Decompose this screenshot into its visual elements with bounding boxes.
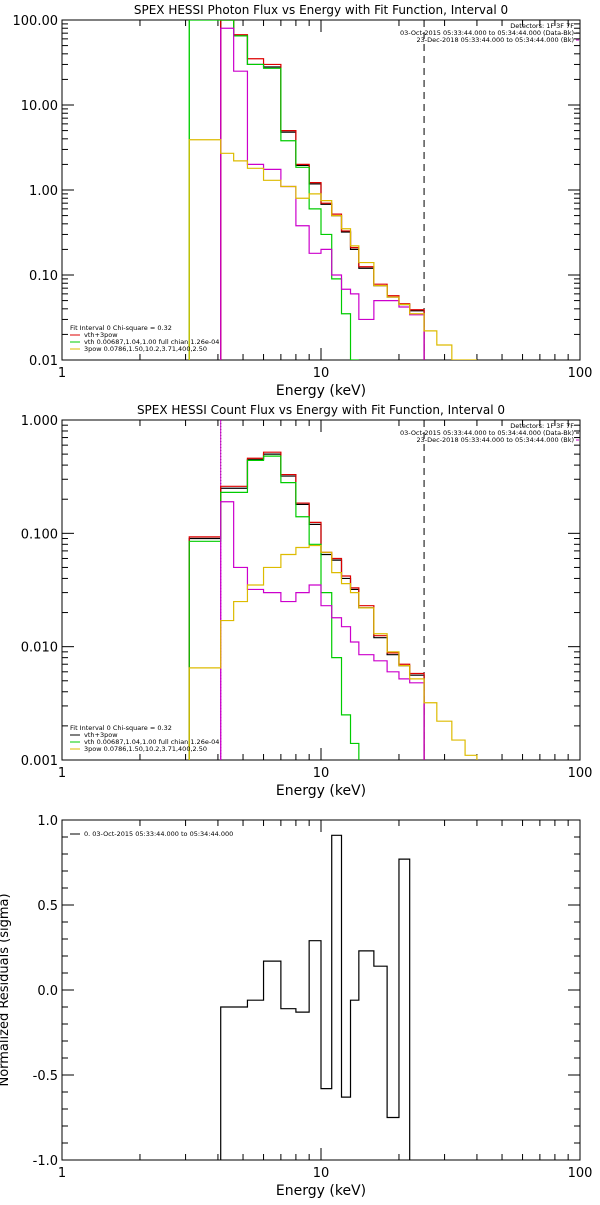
- series-step-line: [220, 20, 425, 360]
- plot-data: [188, 20, 477, 360]
- x-tick-label: 10: [313, 366, 330, 381]
- x-tick-label: 10: [313, 1166, 330, 1181]
- series-step-line: [220, 20, 425, 360]
- series-step-line: [188, 455, 360, 760]
- plot-data: [220, 834, 411, 1160]
- legend-entry: vth+3pow: [84, 731, 118, 739]
- legend-entry: 3pow 0.0786,1.50,10.2,3.71,400,2.50: [84, 745, 207, 753]
- x-tick-label: 100: [568, 766, 593, 781]
- x-tick-label: 1: [58, 1166, 66, 1181]
- series-step-line: [220, 834, 411, 1160]
- x-axis-label: Energy (keV): [276, 383, 366, 399]
- x-tick-label: 100: [568, 1166, 593, 1181]
- y-tick-label: 1.0: [37, 814, 58, 829]
- series-step-line: [188, 453, 425, 760]
- x-tick-label: 1: [58, 766, 66, 781]
- info-text-line: 03-Oct-2015 05:33:44.000 to 05:34:44.000…: [400, 429, 574, 437]
- info-text-line: 03-Oct-2015 05:33:44.000 to 05:34:44.000…: [400, 29, 574, 37]
- chart-panel-0: SPEX HESSI Photon Flux vs Energy with Fi…: [13, 3, 593, 399]
- y-tick-label: 100.00: [13, 14, 59, 29]
- chart-title: SPEX HESSI Photon Flux vs Energy with Fi…: [134, 3, 508, 17]
- info-text-line: 23-Dec-2018 05:33:44.000 to 05:34:44.000…: [417, 36, 575, 44]
- y-tick-label: 0.001: [21, 754, 58, 769]
- legend-entry: Fit Interval 0 Chi-square = 0.32: [70, 724, 172, 732]
- legend-entry: vth+3pow: [84, 331, 118, 339]
- y-axis-label: Normalized Residuals (sigma): [0, 893, 12, 1086]
- y-tick-label: 10.00: [21, 99, 58, 114]
- chart-panel-2: Energy (keV) Normalized Residuals (sigma)…: [0, 814, 592, 1199]
- legend-entry: Fit Interval 0 Chi-square = 0.32: [70, 324, 172, 332]
- y-tick-label: 0.01: [29, 354, 58, 369]
- y-tick-label: -0.5: [33, 1069, 58, 1084]
- series-step-line: [188, 451, 425, 760]
- legend-entry: vth 0.00687,1.04,1.00 full chian 1.26e-0…: [84, 338, 219, 346]
- series-step-line: [188, 20, 359, 360]
- y-tick-label: -1.0: [33, 1154, 58, 1169]
- x-tick-label: 1: [58, 366, 66, 381]
- series-step-line: [188, 139, 477, 360]
- y-tick-label: 0.0: [37, 984, 58, 999]
- x-axis-label: Energy (keV): [276, 783, 366, 799]
- series-step-line: [220, 27, 425, 360]
- y-tick-label: 0.100: [21, 527, 58, 542]
- series-step-line: [188, 544, 478, 760]
- x-axis-label: Energy (keV): [276, 1183, 366, 1199]
- info-text-line: 23-Dec-2018 05:33:44.000 to 05:34:44.000…: [417, 436, 575, 444]
- series-step-line: [220, 501, 425, 760]
- y-tick-label: 0.10: [29, 269, 58, 284]
- x-tick-label: 100: [568, 366, 593, 381]
- y-tick-label: 0.5: [37, 899, 58, 914]
- legend-entry: 0. 03-Oct-2015 05:33:44.000 to 05:34:44.…: [84, 830, 233, 838]
- y-tick-label: 0.010: [21, 641, 58, 656]
- y-tick-label: 1.000: [21, 414, 58, 429]
- legend-entry: 3pow 0.0786,1.50,10.2,3.71,400,2.50: [84, 345, 207, 353]
- y-tick-label: 1.00: [29, 184, 58, 199]
- info-text-line: Detectors: 1F 3F 7F: [510, 22, 574, 30]
- info-text-line: Detectors: 1F 3F 7F: [510, 422, 574, 430]
- x-tick-label: 10: [313, 766, 330, 781]
- chart-panel-1: SPEX HESSI Count Flux vs Energy with Fit…: [21, 403, 593, 799]
- chart-title: SPEX HESSI Count Flux vs Energy with Fit…: [137, 403, 505, 417]
- legend-entry: vth 0.00687,1.04,1.00 full chian 1.26e-0…: [84, 738, 219, 746]
- plot-data: [188, 420, 478, 760]
